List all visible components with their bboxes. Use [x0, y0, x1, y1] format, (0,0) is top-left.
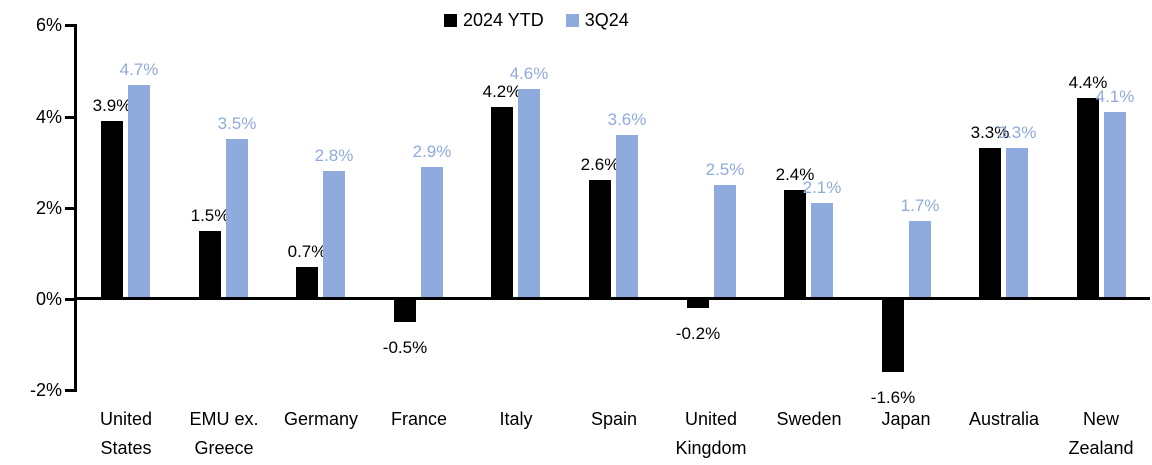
bar-2024-ytd-sweden — [784, 190, 806, 300]
bar-3q24-australia — [1006, 148, 1028, 299]
bar-3q24-united-kingdom — [714, 185, 736, 299]
bar-3q24-italy — [518, 89, 540, 299]
x-axis-category-label-germany: Germany — [283, 409, 359, 429]
legend-swatch-2024-ytd — [444, 13, 457, 27]
data-label-3q24-new-zealand: 4.1% — [1095, 87, 1135, 106]
data-label-3q24-united-states: 4.7% — [119, 60, 159, 79]
data-label-2024-ytd-united-states: 3.9% — [92, 96, 132, 115]
bar-3q24-united-states — [128, 85, 150, 299]
bar-2024-ytd-italy — [491, 107, 513, 299]
y-axis-tick — [65, 207, 77, 210]
y-axis-tick-label: 2% — [35, 198, 62, 218]
bar-3q24-france — [421, 167, 443, 299]
data-label-2024-ytd-germany: 0.7% — [287, 242, 327, 261]
data-label-3q24-germany: 2.8% — [314, 146, 354, 165]
data-label-3q24-france: 2.9% — [412, 142, 452, 161]
x-axis-category-label-italy: Italy — [499, 409, 533, 429]
y-axis-tick-label: 6% — [35, 15, 62, 35]
y-axis-tick — [65, 389, 77, 392]
legend-item-2024-ytd: 2024 YTD — [444, 10, 544, 31]
data-label-3q24-spain: 3.6% — [607, 110, 647, 129]
x-axis-category-label-united-states: United States — [99, 409, 153, 458]
bar-2024-ytd-spain — [589, 180, 611, 299]
data-label-2024-ytd-emu-ex-greece: 1.5% — [190, 206, 230, 225]
bar-2024-ytd-australia — [979, 148, 1001, 299]
bar-3q24-sweden — [811, 203, 833, 299]
x-axis-category-label-japan: Japan — [881, 409, 931, 429]
legend-item-3q24: 3Q24 — [565, 9, 629, 31]
data-label-3q24-japan: 1.7% — [900, 196, 940, 215]
data-label-3q24-united-kingdom: 2.5% — [705, 160, 745, 179]
legend-swatch-3q24 — [565, 13, 579, 27]
x-axis-category-label-united-kingdom: United Kingdom — [675, 409, 747, 458]
legend-label-2024-ytd: 2024 YTD — [463, 9, 544, 30]
data-label-2024-ytd-spain: 2.6% — [580, 155, 620, 174]
data-label-3q24-emu-ex-greece: 3.5% — [217, 114, 257, 133]
data-label-2024-ytd-france: -0.5% — [382, 338, 428, 357]
bar-3q24-japan — [909, 221, 931, 299]
data-label-2024-ytd-italy: 4.2% — [482, 82, 522, 101]
x-axis-category-label-australia: Australia — [968, 409, 1040, 429]
data-label-2024-ytd-japan: -1.6% — [870, 388, 916, 407]
x-axis-category-label-spain: Spain — [590, 409, 638, 429]
bar-2024-ytd-emu-ex-greece — [199, 231, 221, 299]
x-axis-category-label-new-zealand: New Zealand — [1068, 409, 1134, 458]
y-axis-tick — [65, 298, 77, 301]
data-label-2024-ytd-australia: 3.3% — [970, 123, 1010, 142]
bar-3q24-emu-ex-greece — [226, 139, 248, 299]
y-axis-tick — [65, 116, 77, 119]
bar-2024-ytd-france — [394, 299, 416, 322]
data-label-2024-ytd-united-kingdom: -0.2% — [675, 324, 721, 343]
y-axis-tick-label: 0% — [35, 289, 62, 309]
x-axis-line — [74, 297, 1150, 300]
legend-label-3q24: 3Q24 — [584, 9, 629, 30]
data-label-3q24-australia: 3.3% — [997, 123, 1037, 142]
bar-2024-ytd-germany — [296, 267, 318, 299]
bar-2024-ytd-japan — [882, 299, 904, 372]
data-label-3q24-sweden: 2.1% — [802, 178, 842, 197]
data-label-2024-ytd-new-zealand: 4.4% — [1068, 73, 1108, 92]
data-label-2024-ytd-sweden: 2.4% — [775, 165, 815, 184]
y-axis-tick-label: -2% — [29, 380, 62, 400]
x-axis-category-label-emu-ex-greece: EMU ex. Greece — [189, 409, 259, 458]
data-label-3q24-italy: 4.6% — [509, 64, 549, 83]
bar-2024-ytd-united-kingdom — [687, 299, 709, 308]
x-axis-category-label-sweden: Sweden — [776, 409, 842, 429]
bar-2024-ytd-new-zealand — [1077, 98, 1099, 299]
chart-legend: 2024 YTD 3Q24 — [444, 9, 629, 31]
bar-3q24-new-zealand — [1104, 112, 1126, 299]
bar-2024-ytd-united-states — [101, 121, 123, 299]
bar-3q24-germany — [323, 171, 345, 299]
y-axis-tick-label: 4% — [35, 107, 62, 127]
bar-3q24-spain — [616, 135, 638, 299]
x-axis-category-label-france: France — [390, 409, 448, 429]
y-axis-tick — [65, 24, 77, 27]
